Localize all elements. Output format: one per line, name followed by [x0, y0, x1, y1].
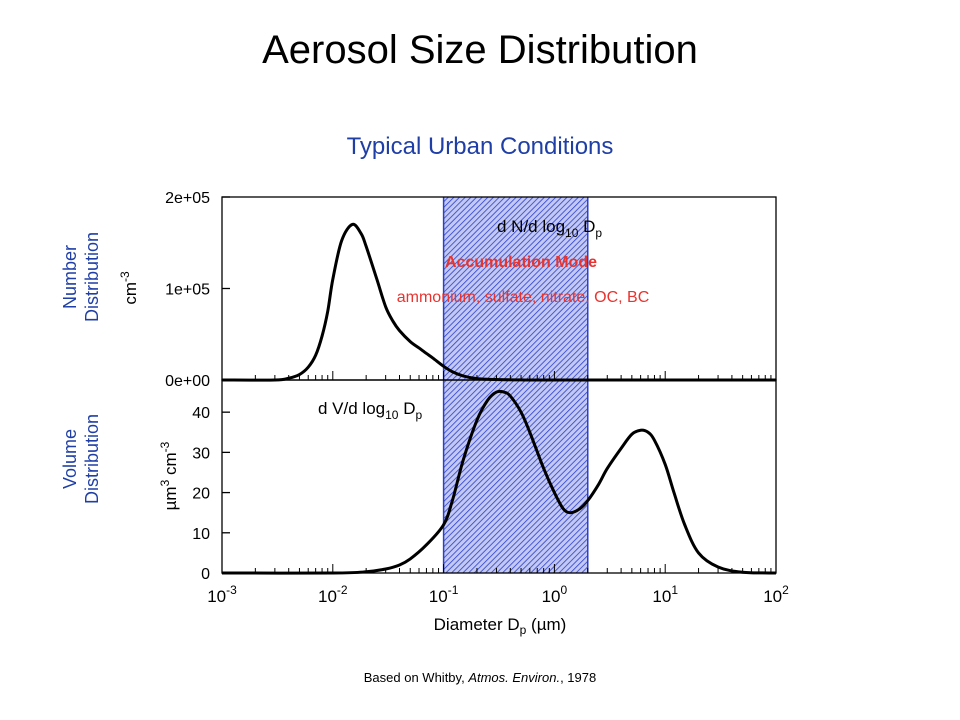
volume-ytick-label: 40 [192, 405, 210, 422]
number-annotation: d N/d log10 Dp [497, 217, 602, 240]
xtick-label: 10-3 [207, 583, 237, 606]
citation: Based on Whitby, Atmos. Environ., 1978 [0, 670, 960, 685]
number-ylabel: cm-3 [118, 271, 140, 305]
xtick-label: 10-2 [318, 583, 348, 606]
x-axis-label: Diameter Dp (µm) [434, 615, 567, 637]
number-ytick-label: 0e+00 [165, 373, 210, 390]
volume-ytick-label: 10 [192, 526, 210, 543]
accumulation-mode-label: Accumulation Mode [445, 254, 597, 271]
number-ytick-label: 2e+05 [165, 190, 210, 207]
citation-journal: Atmos. Environ. [468, 670, 561, 685]
slide-title: Aerosol Size Distribution [262, 28, 698, 72]
chart-subtitle: Typical Urban Conditions [346, 133, 614, 160]
xtick-label: 102 [763, 583, 789, 606]
number-ytick-label: 1e+05 [165, 282, 210, 299]
number-distribution-curve [221, 222, 777, 382]
xtick-label: 101 [652, 583, 678, 606]
volume-distribution-curve [221, 389, 777, 575]
volume-ytick-label: 30 [192, 445, 210, 462]
volume-ytick-label: 20 [192, 486, 210, 503]
xtick-label: 10-1 [429, 583, 459, 606]
citation-prefix: Based on Whitby, [363, 670, 469, 685]
accumulation-species-label: ammonium, sulfate, nitrate, OC, BC [397, 289, 650, 306]
volume-annotation: d V/d log10 Dp [318, 399, 422, 422]
volume-ytick-label: 0 [201, 566, 210, 583]
citation-suffix: , 1978 [560, 670, 597, 685]
xtick-label: 100 [542, 583, 568, 606]
volume-ylabel: µm3 cm-3 [158, 441, 180, 510]
